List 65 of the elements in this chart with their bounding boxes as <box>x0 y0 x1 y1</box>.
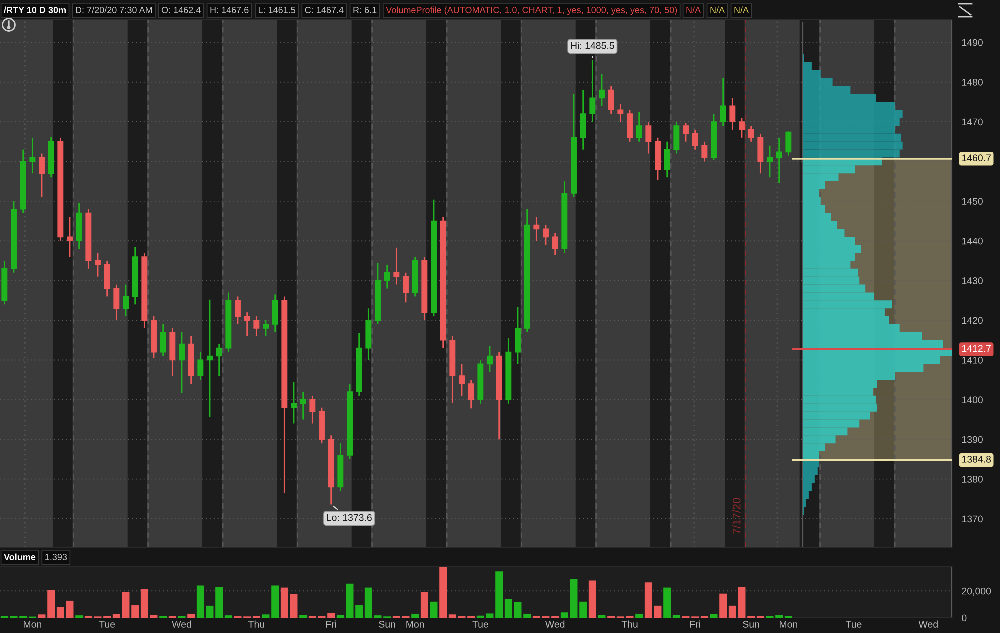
bar <box>272 586 280 618</box>
bar <box>738 587 746 618</box>
bar <box>48 590 56 618</box>
bar <box>570 579 578 618</box>
bar <box>132 606 140 618</box>
bar <box>280 588 288 618</box>
x-tick-label: Tue <box>99 621 116 628</box>
x-tick-label: Sun <box>743 621 760 628</box>
bar <box>514 602 522 618</box>
bar <box>560 612 568 618</box>
bar <box>300 615 308 618</box>
bar <box>776 615 784 618</box>
x-tick-label: Mon <box>24 621 42 628</box>
bar <box>728 606 736 618</box>
bar <box>672 615 680 618</box>
bar <box>720 594 728 618</box>
x-tick-label: Thu <box>622 620 638 628</box>
bar <box>364 588 372 618</box>
bar <box>346 584 354 618</box>
bar <box>580 602 588 618</box>
bar <box>486 614 494 618</box>
bar <box>122 592 130 618</box>
bar <box>328 613 336 618</box>
bar <box>524 614 532 618</box>
bar <box>112 614 120 618</box>
bar <box>290 594 298 618</box>
x-tick-label: Tue <box>846 621 862 628</box>
bar <box>664 588 672 618</box>
bar <box>216 587 224 618</box>
x-tick-label: Wed <box>545 620 565 628</box>
bar <box>356 606 364 618</box>
bar <box>644 582 652 618</box>
x-tick-label: Fri <box>690 620 700 628</box>
x-tick-label: Mon <box>780 621 798 628</box>
x-tick-label: Mon <box>406 621 424 628</box>
bar <box>188 614 196 618</box>
bar <box>588 580 596 618</box>
bar <box>206 606 214 618</box>
bar <box>440 568 448 618</box>
x-tick-label: Thu <box>248 620 264 628</box>
y-tick-label: 20,000 <box>962 588 992 596</box>
x-tick-label: Tue <box>472 621 488 628</box>
bar <box>504 599 512 618</box>
bar <box>140 589 148 618</box>
bar <box>38 614 46 618</box>
bar <box>262 614 270 618</box>
x-tick-label: Sun <box>379 621 396 628</box>
chart-title: Volume <box>4 554 36 560</box>
x-tick-label: Fri <box>326 620 336 628</box>
bar <box>336 615 344 618</box>
bar <box>636 614 644 618</box>
bar <box>196 586 204 618</box>
bar <box>710 614 718 618</box>
bar <box>448 614 456 618</box>
bar <box>430 602 438 618</box>
x-tick-label: Wed <box>918 620 938 628</box>
bar <box>496 572 504 618</box>
bar <box>412 614 420 618</box>
bar <box>420 592 428 618</box>
bar <box>654 606 662 618</box>
text: 1,393 <box>46 554 68 562</box>
bar <box>66 600 74 618</box>
bar <box>56 607 64 618</box>
x-tick-label: Wed <box>172 620 192 628</box>
y-tick-label: 0 <box>962 614 967 622</box>
